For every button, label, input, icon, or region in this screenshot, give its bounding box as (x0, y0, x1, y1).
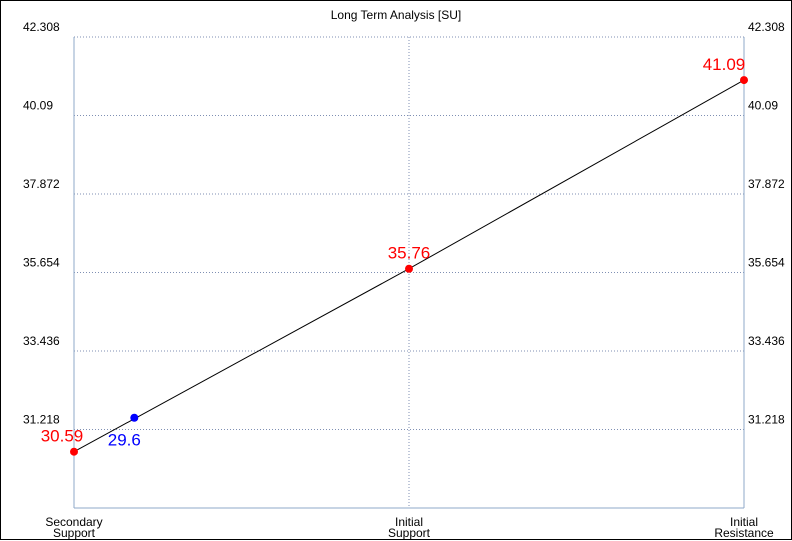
y-tick-label-right: 33.436 (748, 334, 785, 348)
current-price-label: 29.6 (108, 431, 141, 450)
grid-layer (74, 36, 744, 508)
y-tick-label-right: 42.308 (748, 20, 785, 34)
x-tick-label: Secondary Support (45, 515, 102, 540)
y-tick-label-left: 31.218 (23, 413, 60, 427)
data-label: 35.76 (388, 244, 431, 263)
data-point (740, 76, 748, 85)
y-tick-label-left: 40.09 (23, 99, 53, 113)
data-point (70, 447, 78, 456)
x-tick-label: Initial Support (388, 515, 431, 540)
y-tick-label-left: 35.654 (23, 256, 60, 270)
y-tick-label-right: 37.872 (748, 177, 785, 191)
series-layer (70, 76, 748, 456)
y-tick-label-left: 33.436 (23, 334, 60, 348)
y-tick-label-right: 31.218 (748, 413, 785, 427)
x-tick-label: Initial Resistance (714, 515, 774, 540)
y-tick-label-right: 40.09 (748, 99, 778, 113)
data-label-layer: 30.59 35.76 41.09 29.6 (41, 55, 746, 450)
y-tick-label-right: 35.654 (748, 256, 785, 270)
chart-title: Long Term Analysis [SU] (331, 8, 462, 22)
data-label: 30.59 (41, 427, 84, 446)
data-label: 41.09 (703, 55, 746, 74)
y-tick-label-left: 37.872 (23, 177, 60, 191)
tick-label-layer: 42.308 42.308 40.09 40.09 37.872 37.872 35.654… (23, 20, 785, 540)
current-price-point (130, 413, 139, 422)
axis-layer (73, 37, 745, 509)
data-point (405, 264, 413, 273)
y-tick-label-left: 42.308 (23, 20, 60, 34)
